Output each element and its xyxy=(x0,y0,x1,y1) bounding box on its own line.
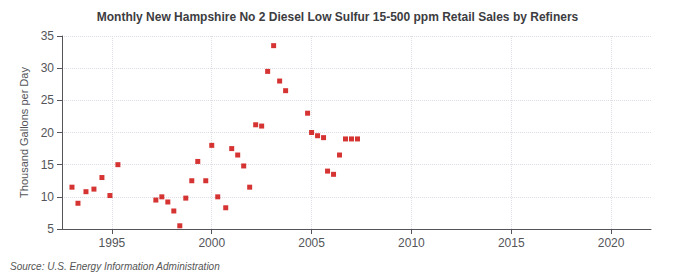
svg-text:2000: 2000 xyxy=(198,236,225,250)
svg-text:25: 25 xyxy=(41,93,55,107)
svg-text:2020: 2020 xyxy=(598,236,625,250)
svg-text:15: 15 xyxy=(41,158,55,172)
svg-text:2015: 2015 xyxy=(498,236,525,250)
svg-text:20: 20 xyxy=(41,126,55,140)
svg-text:2010: 2010 xyxy=(398,236,425,250)
svg-text:10: 10 xyxy=(41,190,55,204)
svg-text:35: 35 xyxy=(41,29,55,43)
svg-text:Thousand Gallons per Day: Thousand Gallons per Day xyxy=(18,67,30,198)
svg-text:2005: 2005 xyxy=(298,236,325,250)
svg-text:1995: 1995 xyxy=(99,236,126,250)
svg-text:30: 30 xyxy=(41,61,55,75)
svg-text:5: 5 xyxy=(47,222,54,236)
svg-text:Monthly New Hampshire No 2 Die: Monthly New Hampshire No 2 Diesel Low Su… xyxy=(97,10,579,24)
svg-text:Source: U.S. Energy Informatio: Source: U.S. Energy Information Administ… xyxy=(10,261,220,272)
